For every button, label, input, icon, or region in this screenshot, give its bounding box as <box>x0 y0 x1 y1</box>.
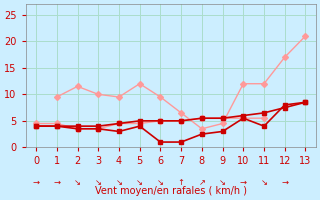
Text: →: → <box>33 178 40 187</box>
Text: →: → <box>53 178 60 187</box>
Text: ↘: ↘ <box>260 178 268 187</box>
Text: ↗: ↗ <box>198 178 205 187</box>
Text: ↘: ↘ <box>136 178 143 187</box>
Text: ↘: ↘ <box>219 178 226 187</box>
Text: ↘: ↘ <box>116 178 123 187</box>
Text: ↑: ↑ <box>178 178 185 187</box>
X-axis label: Vent moyen/en rafales ( km/h ): Vent moyen/en rafales ( km/h ) <box>95 186 247 196</box>
Text: ↘: ↘ <box>74 178 81 187</box>
Text: →: → <box>240 178 247 187</box>
Text: ↘: ↘ <box>157 178 164 187</box>
Text: ↘: ↘ <box>95 178 102 187</box>
Text: →: → <box>281 178 288 187</box>
